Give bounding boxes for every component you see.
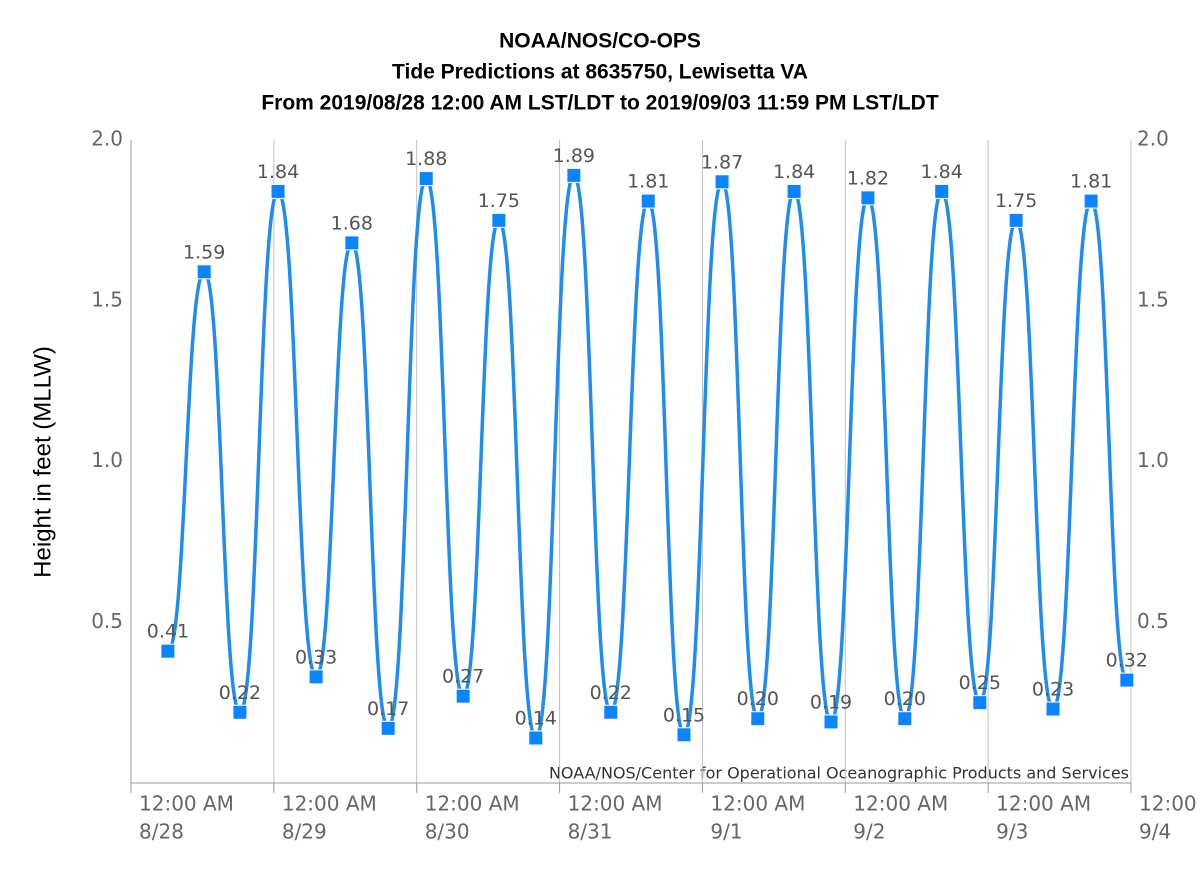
value-label: 0.20 [737, 688, 779, 710]
x-tick-label: 12:00 AM [710, 792, 805, 816]
x-tick-label: 9/2 [853, 820, 885, 844]
value-label: 1.89 [553, 145, 595, 167]
y-tick-label: 1.0 [91, 448, 123, 472]
marker [344, 235, 360, 251]
value-label: 1.84 [257, 161, 299, 183]
marker [676, 727, 692, 743]
x-tick-label: 12:00 AM [282, 792, 377, 816]
value-label: 0.33 [295, 646, 337, 668]
marker [897, 711, 913, 727]
marker [640, 193, 656, 209]
value-label: 1.81 [627, 171, 669, 193]
y-tick-label: 2.0 [91, 127, 123, 151]
chart-subtitle: From 2019/08/28 12:00 AM LST/LDT to 2019… [261, 92, 938, 115]
y-axis-title: Height in feet (MLLW) [29, 346, 56, 578]
x-tick-label: 9/3 [996, 820, 1028, 844]
value-label: 1.75 [995, 190, 1037, 212]
x-tick-label: 8/28 [139, 820, 184, 844]
marker [528, 730, 544, 746]
marker [1119, 672, 1135, 688]
value-label: 0.22 [219, 682, 261, 704]
x-tick-label: 8/31 [568, 820, 613, 844]
marker [232, 704, 248, 720]
value-label: 1.82 [847, 167, 889, 189]
chart-title: NOAA/NOS/CO-OPS [499, 30, 701, 53]
x-tick-label: 8/29 [282, 820, 327, 844]
x-tick-label: 12:00 AM [425, 792, 520, 816]
value-label: 0.32 [1106, 650, 1148, 672]
marker [786, 183, 802, 199]
value-label: 1.87 [701, 151, 743, 173]
credits: NOAA/NOS/Center for Operational Oceanogr… [549, 764, 1129, 783]
value-label: 0.23 [1032, 679, 1074, 701]
value-label: 0.25 [959, 672, 1001, 694]
value-label: 1.59 [183, 241, 225, 263]
x-tick-label: 12:00 AM [853, 792, 948, 816]
marker [491, 212, 507, 228]
y-tick-label-right: 1.0 [1137, 448, 1169, 472]
marker [860, 190, 876, 206]
marker [1083, 193, 1099, 209]
x-tick-label: 9/4 [1139, 820, 1171, 844]
marker [714, 174, 730, 190]
value-label: 1.84 [773, 161, 815, 183]
marker [380, 720, 396, 736]
tide-line [166, 173, 1129, 740]
marker [455, 688, 471, 704]
x-tick-label: 9/1 [710, 820, 742, 844]
value-label: 1.88 [405, 148, 447, 170]
value-label: 1.75 [478, 190, 520, 212]
marker [270, 183, 286, 199]
value-label: 0.17 [367, 698, 409, 720]
marker [1008, 212, 1024, 228]
marker [934, 183, 950, 199]
chart-subtitle: Tide Predictions at 8635750, Lewisetta V… [392, 61, 808, 84]
value-label: 0.20 [884, 688, 926, 710]
value-label: 1.68 [331, 212, 373, 234]
marker [196, 264, 212, 280]
value-label: 1.84 [921, 161, 963, 183]
marker [308, 669, 324, 685]
x-tick-label: 12:00 [1139, 792, 1197, 816]
value-label: 0.15 [663, 704, 705, 726]
x-tick-label: 12:00 AM [139, 792, 234, 816]
x-tick-label: 8/30 [425, 820, 470, 844]
marker [418, 171, 434, 187]
value-label: 0.22 [590, 682, 632, 704]
value-label: 0.27 [442, 666, 484, 688]
value-label: 1.81 [1070, 171, 1112, 193]
marker [972, 695, 988, 711]
marker [160, 643, 176, 659]
y-tick-label: 1.5 [91, 287, 123, 311]
marker [750, 711, 766, 727]
value-label: 0.19 [810, 691, 852, 713]
x-tick-label: 12:00 AM [996, 792, 1091, 816]
value-label: 0.41 [147, 621, 189, 643]
y-tick-label-right: 1.5 [1137, 287, 1169, 311]
marker [823, 714, 839, 730]
x-tick-label: 12:00 AM [568, 792, 663, 816]
y-tick-label: 0.5 [91, 609, 123, 633]
y-tick-label-right: 0.5 [1137, 609, 1169, 633]
marker [1045, 701, 1061, 717]
marker [603, 704, 619, 720]
marker [566, 167, 582, 183]
value-label: 0.14 [515, 707, 557, 729]
y-tick-label-right: 2.0 [1137, 127, 1169, 151]
